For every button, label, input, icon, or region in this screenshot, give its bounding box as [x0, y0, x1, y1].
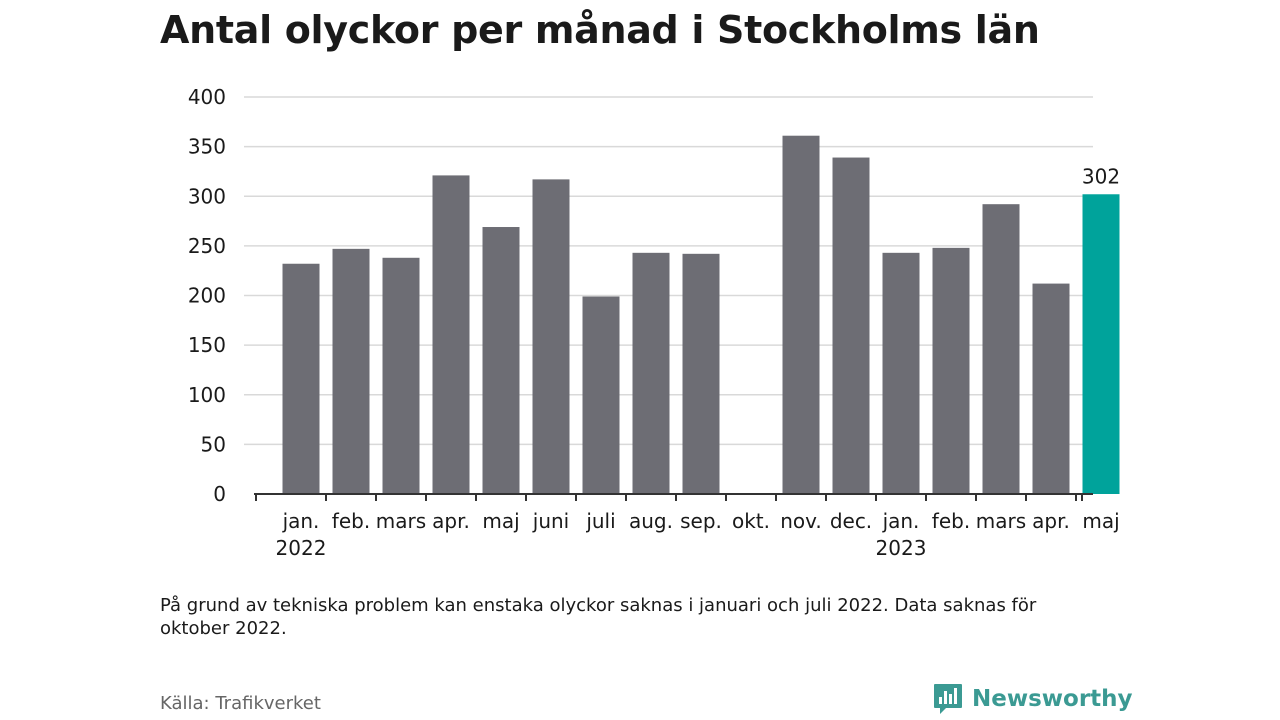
y-tick-label: 250 — [188, 234, 226, 258]
bar — [432, 175, 470, 494]
x-tick-label: feb. — [332, 509, 370, 533]
x-tick-label: apr. — [1032, 509, 1070, 533]
year-label: 2023 — [876, 536, 927, 560]
bar — [682, 253, 720, 494]
bar — [382, 257, 420, 494]
newsworthy-logo-icon — [934, 684, 962, 714]
x-tick-label: juni — [532, 509, 569, 533]
bar — [282, 263, 320, 494]
x-axis-labels: jan. feb. mars apr. maj juni juli aug. sep. okt. n… — [276, 509, 1120, 560]
bar — [882, 252, 920, 494]
x-axis — [254, 493, 1093, 501]
bar — [582, 296, 620, 494]
year-label: 2022 — [276, 536, 327, 560]
y-tick-label: 200 — [188, 284, 226, 308]
bar — [532, 179, 570, 494]
bar — [482, 227, 520, 494]
bar — [1082, 194, 1120, 494]
x-tick-label: mars — [976, 509, 1026, 533]
x-tick-label: maj — [482, 509, 519, 533]
x-tick-label: aug. — [629, 509, 673, 533]
x-tick-label: maj — [1082, 509, 1119, 533]
bar — [982, 204, 1020, 494]
chart-title: Antal olyckor per månad i Stockholms län — [160, 8, 1040, 52]
x-tick-label: apr. — [432, 509, 470, 533]
source-label: Källa: Trafikverket — [160, 693, 321, 714]
footnote: På grund av tekniska problem kan enstaka… — [160, 595, 1037, 639]
y-axis-labels: 0 50 100 150 200 250 300 350 400 — [188, 85, 226, 506]
x-tick-label: jan. — [882, 509, 920, 533]
y-tick-label: 350 — [188, 135, 226, 159]
x-tick-label: dec. — [830, 509, 872, 533]
y-tick-label: 150 — [188, 333, 226, 357]
x-tick-label: jan. — [282, 509, 320, 533]
x-tick-label: mars — [376, 509, 426, 533]
y-tick-label: 100 — [188, 383, 226, 407]
x-tick-label: sep. — [680, 509, 722, 533]
bar — [932, 247, 970, 494]
bars — [282, 135, 1120, 495]
bar — [632, 252, 670, 494]
bar — [1032, 283, 1070, 494]
brand-logo: Newsworthy — [932, 682, 1133, 716]
x-tick-label: feb. — [932, 509, 970, 533]
bar — [832, 157, 870, 495]
x-tick-label: okt. — [732, 509, 770, 533]
y-tick-label: 400 — [188, 85, 226, 109]
bar — [332, 248, 370, 494]
y-tick-label: 0 — [213, 482, 226, 506]
brand-name: Newsworthy — [972, 686, 1133, 712]
x-tick-label: nov. — [780, 509, 822, 533]
y-tick-label: 50 — [201, 432, 226, 456]
data-label: 302 — [1082, 164, 1120, 188]
y-tick-label: 300 — [188, 184, 226, 208]
bar — [782, 135, 820, 494]
x-tick-label: juli — [585, 509, 615, 533]
data-labels: 302 — [1082, 164, 1120, 188]
